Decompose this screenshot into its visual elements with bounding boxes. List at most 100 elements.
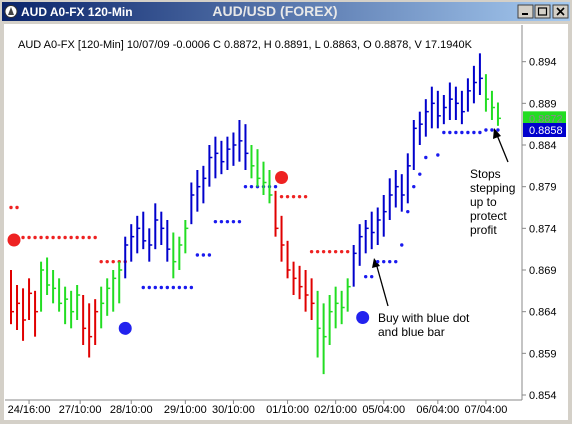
arrowhead [372, 258, 380, 268]
price-label-box [523, 123, 566, 137]
stop-dot [472, 130, 476, 135]
stop-dot [87, 235, 91, 240]
stop-dot [309, 249, 314, 254]
y-tick-label: 0.884 [529, 140, 557, 152]
stop-dot [195, 253, 200, 257]
minimize-button[interactable] [517, 4, 534, 19]
x-tick-label: 06/04:00 [416, 404, 459, 416]
stop-dot [442, 130, 446, 135]
stop-dot [327, 249, 332, 254]
y-tick-label: 0.889 [529, 98, 557, 110]
stop-dot [315, 249, 320, 254]
stop-dot [490, 128, 494, 132]
stop-dot [285, 194, 290, 199]
signal-dot [7, 233, 21, 247]
window-title: AUD A0-FX 120-Min [21, 5, 133, 19]
stop-dot [213, 219, 218, 224]
stop-dot [333, 249, 338, 254]
stop-dot [370, 274, 374, 279]
stop-dot [63, 235, 67, 240]
signal-dot [356, 311, 370, 324]
stop-dot [171, 285, 176, 290]
maximize-glyph [537, 7, 548, 16]
stop-dot [189, 285, 194, 290]
stop-dot [303, 194, 308, 199]
window-caption: AUD/USD (FOREX) [212, 3, 337, 19]
stop-dot [33, 235, 37, 240]
stop-dot [69, 235, 73, 240]
stop-dot [165, 285, 170, 290]
stop-dot [406, 209, 410, 214]
window-buttons [517, 4, 569, 19]
info-line: AUD A0-FX [120-Min] 10/07/09 -0.0006 C 0… [18, 39, 473, 51]
stop-dot [291, 194, 296, 199]
maximize-button[interactable] [534, 4, 551, 19]
stop-dot [382, 259, 386, 264]
annotation: Stops [470, 167, 501, 181]
stop-dot [376, 259, 380, 264]
stop-dot [363, 274, 368, 279]
y-tick-label: 0.869 [529, 265, 557, 277]
stop-dot [273, 184, 278, 189]
stop-dot [249, 184, 254, 189]
stop-dot [15, 205, 19, 210]
stop-dot [105, 259, 109, 264]
annotation: up to [470, 195, 497, 209]
annotation: Buy with blue dot [378, 311, 470, 325]
stop-dot [51, 235, 55, 240]
stop-dot [27, 235, 31, 240]
stop-dot [81, 235, 85, 240]
stop-dot [39, 235, 43, 240]
stop-dot [207, 253, 212, 257]
stop-dot [147, 285, 151, 290]
stop-dot [394, 259, 398, 264]
stop-dot [454, 130, 458, 135]
stop-dot [93, 235, 97, 240]
stop-dot [400, 243, 404, 247]
x-tick-label: 27/10:00 [59, 404, 102, 416]
x-tick-label: 24/16:00 [8, 404, 51, 416]
stop-dot [183, 285, 188, 290]
stop-dot [448, 130, 452, 135]
stop-dot [225, 219, 230, 224]
stop-dot [45, 235, 49, 240]
stop-dot [219, 219, 224, 224]
y-tick-label: 0.879 [529, 182, 557, 194]
annotation: and blue bar [378, 325, 445, 339]
stop-dot [111, 259, 115, 264]
stop-dot [321, 249, 326, 254]
stop-dot [345, 249, 350, 254]
y-tick-label: 0.864 [529, 307, 557, 319]
signal-dot [275, 171, 289, 184]
stop-dot [388, 259, 392, 264]
title-bar [2, 2, 570, 21]
stop-dot [231, 219, 236, 224]
price-label: 0.8872 [529, 113, 563, 125]
y-tick-label: 0.854 [529, 390, 557, 402]
stop-dot [177, 285, 182, 290]
y-tick-label: 0.859 [529, 348, 557, 360]
x-tick-label: 28/10:00 [110, 404, 153, 416]
x-tick-label: 07/04:00 [465, 404, 508, 416]
arrowhead [493, 128, 501, 139]
annotation: protect [470, 209, 507, 223]
price-label: 0.8858 [529, 125, 563, 137]
stop-dot [141, 285, 145, 290]
stop-dot [57, 235, 61, 240]
stop-dot [99, 259, 103, 264]
stop-dot [159, 285, 164, 290]
signal-dot [118, 321, 132, 335]
stop-dot [418, 172, 422, 176]
x-tick-label: 02/10:00 [314, 404, 357, 416]
arrow [375, 262, 389, 307]
x-tick-label: 05/04:00 [362, 404, 405, 416]
stop-dot [297, 194, 302, 199]
stop-dot [466, 130, 470, 135]
x-tick-label: 01/10:00 [266, 404, 309, 416]
stop-dot [21, 235, 25, 240]
stop-dot [478, 130, 482, 135]
stop-dot [243, 184, 248, 189]
x-tick-label: 30/10:00 [212, 404, 255, 416]
stop-dot [237, 219, 242, 224]
